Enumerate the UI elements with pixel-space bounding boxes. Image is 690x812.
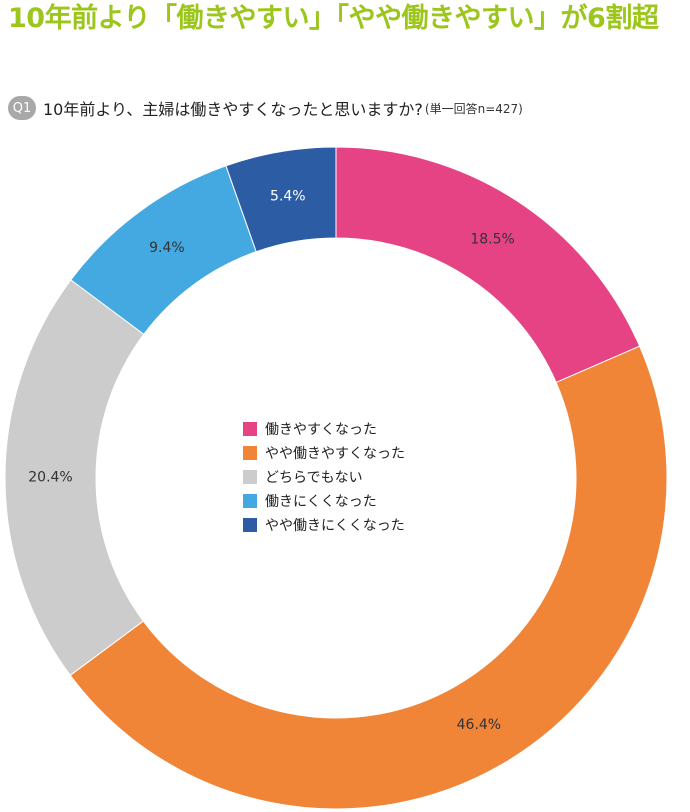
question-text: 10年前より、主婦は働きやすくなったと思いますか? — [43, 100, 423, 119]
donut-slice-1 — [335, 146, 641, 384]
legend-label: どちらでもない — [265, 470, 363, 486]
slice-label-1: 18.5% — [470, 231, 514, 247]
question-note: (単一回答n=427) — [424, 101, 523, 116]
legend-label: やや働きやすくなった — [265, 446, 405, 462]
legend-swatch — [243, 446, 257, 460]
question-badge: Q1 — [8, 96, 36, 120]
question-row: Q1 10年前より、主婦は働きやすくなったと思いますか? (単一回答n=427) — [8, 96, 523, 120]
legend-item-1: 働きやすくなった — [243, 417, 405, 441]
slice-label-5: 5.4% — [270, 189, 306, 205]
legend-swatch — [243, 422, 257, 436]
donut-slice-2 — [69, 345, 668, 810]
slice-label-3: 20.4% — [28, 470, 72, 486]
slice-label-4: 9.4% — [149, 240, 185, 256]
legend-label: 働きやすくなった — [265, 422, 377, 438]
legend-swatch — [243, 470, 257, 484]
legend-item-3: どちらでもない — [243, 465, 405, 489]
headline: 10年前より「働きやすい」「やや働きやすい」が6割超 — [8, 3, 659, 34]
legend-label: 働きにくくなった — [265, 494, 377, 510]
slice-label-2: 46.4% — [457, 717, 501, 733]
donut-slice-3 — [4, 279, 145, 677]
donut-slice-5 — [225, 146, 337, 253]
legend-item-4: 働きにくくなった — [243, 489, 405, 513]
legend-swatch — [243, 494, 257, 508]
legend-item-5: やや働きにくくなった — [243, 513, 405, 537]
legend-item-2: やや働きやすくなった — [243, 441, 405, 465]
chart-legend: 働きやすくなったやや働きやすくなった どちらでもない 働きにくくなったやや働きにくく… — [243, 417, 405, 537]
legend-label: やや働きにくくなった — [265, 518, 405, 534]
legend-swatch — [243, 518, 257, 532]
